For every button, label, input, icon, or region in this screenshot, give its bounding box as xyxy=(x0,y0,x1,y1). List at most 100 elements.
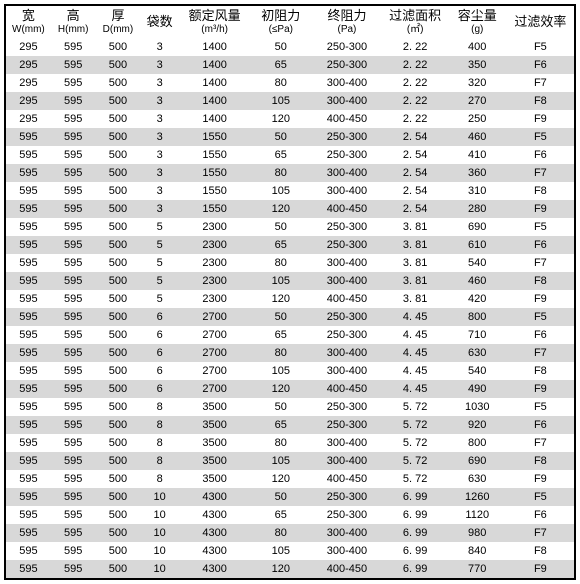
cell-fres: 250-300 xyxy=(311,308,382,326)
cell-ires: 105 xyxy=(250,92,311,110)
cell-fres: 250-300 xyxy=(311,146,382,164)
cell-area: 3. 81 xyxy=(383,254,448,272)
cell-w: 595 xyxy=(6,380,51,398)
cell-d: 500 xyxy=(96,452,141,470)
cell-d: 500 xyxy=(96,542,141,560)
cell-dust: 1120 xyxy=(448,506,507,524)
cell-h: 595 xyxy=(51,434,96,452)
cell-eff: F7 xyxy=(507,434,574,452)
cell-dust: 690 xyxy=(448,218,507,236)
cell-flow: 1400 xyxy=(179,56,250,74)
cell-dust: 420 xyxy=(448,290,507,308)
cell-area: 2. 22 xyxy=(383,74,448,92)
cell-eff: F8 xyxy=(507,362,574,380)
cell-fres: 300-400 xyxy=(311,362,382,380)
cell-fres: 300-400 xyxy=(311,272,382,290)
cell-d: 500 xyxy=(96,164,141,182)
cell-ires: 50 xyxy=(250,488,311,506)
cell-flow: 1550 xyxy=(179,164,250,182)
cell-fres: 400-450 xyxy=(311,470,382,488)
cell-area: 6. 99 xyxy=(383,560,448,578)
cell-bags: 6 xyxy=(140,380,179,398)
cell-dust: 540 xyxy=(448,254,507,272)
cell-d: 500 xyxy=(96,200,141,218)
cell-w: 595 xyxy=(6,398,51,416)
cell-area: 6. 99 xyxy=(383,542,448,560)
cell-d: 500 xyxy=(96,218,141,236)
cell-h: 595 xyxy=(51,416,96,434)
cell-eff: F9 xyxy=(507,470,574,488)
cell-flow: 2300 xyxy=(179,254,250,272)
cell-area: 2. 54 xyxy=(383,164,448,182)
cell-d: 500 xyxy=(96,308,141,326)
cell-h: 595 xyxy=(51,560,96,578)
cell-eff: F9 xyxy=(507,380,574,398)
cell-h: 595 xyxy=(51,92,96,110)
cell-d: 500 xyxy=(96,416,141,434)
col-header-bags: 袋数 xyxy=(140,6,179,38)
cell-bags: 3 xyxy=(140,56,179,74)
cell-fres: 400-450 xyxy=(311,110,382,128)
cell-d: 500 xyxy=(96,254,141,272)
col-header-sub-w: W(mm) xyxy=(6,24,51,36)
filter-spec-table-container: 宽W(mm)高H(mm)厚D(mm)袋数额定风量(m³/h)初阻力(≤Pa)终阻… xyxy=(4,4,576,580)
table-row: 5955955003155080300-4002. 54360F7 xyxy=(6,164,574,182)
cell-area: 3. 81 xyxy=(383,272,448,290)
cell-h: 595 xyxy=(51,218,96,236)
cell-area: 2. 22 xyxy=(383,38,448,56)
cell-ires: 105 xyxy=(250,542,311,560)
cell-w: 595 xyxy=(6,218,51,236)
cell-area: 4. 45 xyxy=(383,380,448,398)
table-row: 59559550062700105300-4004. 45540F8 xyxy=(6,362,574,380)
cell-bags: 10 xyxy=(140,506,179,524)
cell-bags: 5 xyxy=(140,236,179,254)
cell-eff: F7 xyxy=(507,74,574,92)
cell-h: 595 xyxy=(51,272,96,290)
cell-w: 595 xyxy=(6,254,51,272)
col-header-d: 厚D(mm) xyxy=(96,6,141,38)
cell-w: 295 xyxy=(6,38,51,56)
cell-dust: 920 xyxy=(448,416,507,434)
cell-eff: F5 xyxy=(507,488,574,506)
cell-d: 500 xyxy=(96,146,141,164)
cell-w: 295 xyxy=(6,74,51,92)
col-header-sub-d: D(mm) xyxy=(96,24,141,36)
cell-fres: 400-450 xyxy=(311,290,382,308)
cell-bags: 5 xyxy=(140,272,179,290)
cell-w: 595 xyxy=(6,272,51,290)
cell-flow: 3500 xyxy=(179,434,250,452)
table-row: 5955955006270065250-3004. 45710F6 xyxy=(6,326,574,344)
cell-h: 595 xyxy=(51,254,96,272)
cell-area: 2. 54 xyxy=(383,182,448,200)
table-row: 5955955008350080300-4005. 72800F7 xyxy=(6,434,574,452)
table-row: 59559550052300120400-4503. 81420F9 xyxy=(6,290,574,308)
cell-dust: 400 xyxy=(448,38,507,56)
cell-ires: 65 xyxy=(250,506,311,524)
cell-dust: 690 xyxy=(448,452,507,470)
cell-area: 2. 54 xyxy=(383,146,448,164)
cell-eff: F5 xyxy=(507,38,574,56)
table-body: 2955955003140050250-3002. 22400F52955955… xyxy=(6,38,574,578)
cell-dust: 410 xyxy=(448,146,507,164)
cell-flow: 3500 xyxy=(179,470,250,488)
cell-w: 595 xyxy=(6,326,51,344)
col-header-cn-flow: 额定风量 xyxy=(179,8,250,24)
cell-bags: 3 xyxy=(140,182,179,200)
col-header-cn-d: 厚 xyxy=(96,8,141,24)
cell-bags: 6 xyxy=(140,344,179,362)
cell-ires: 50 xyxy=(250,38,311,56)
cell-w: 595 xyxy=(6,506,51,524)
cell-ires: 80 xyxy=(250,164,311,182)
cell-flow: 4300 xyxy=(179,488,250,506)
table-row: 5955955003155065250-3002. 54410F6 xyxy=(6,146,574,164)
cell-dust: 320 xyxy=(448,74,507,92)
col-header-cn-ires: 初阻力 xyxy=(250,8,311,24)
cell-dust: 800 xyxy=(448,434,507,452)
cell-d: 500 xyxy=(96,38,141,56)
cell-d: 500 xyxy=(96,128,141,146)
cell-ires: 80 xyxy=(250,344,311,362)
cell-fres: 250-300 xyxy=(311,128,382,146)
cell-h: 595 xyxy=(51,326,96,344)
cell-bags: 8 xyxy=(140,398,179,416)
cell-ires: 50 xyxy=(250,398,311,416)
